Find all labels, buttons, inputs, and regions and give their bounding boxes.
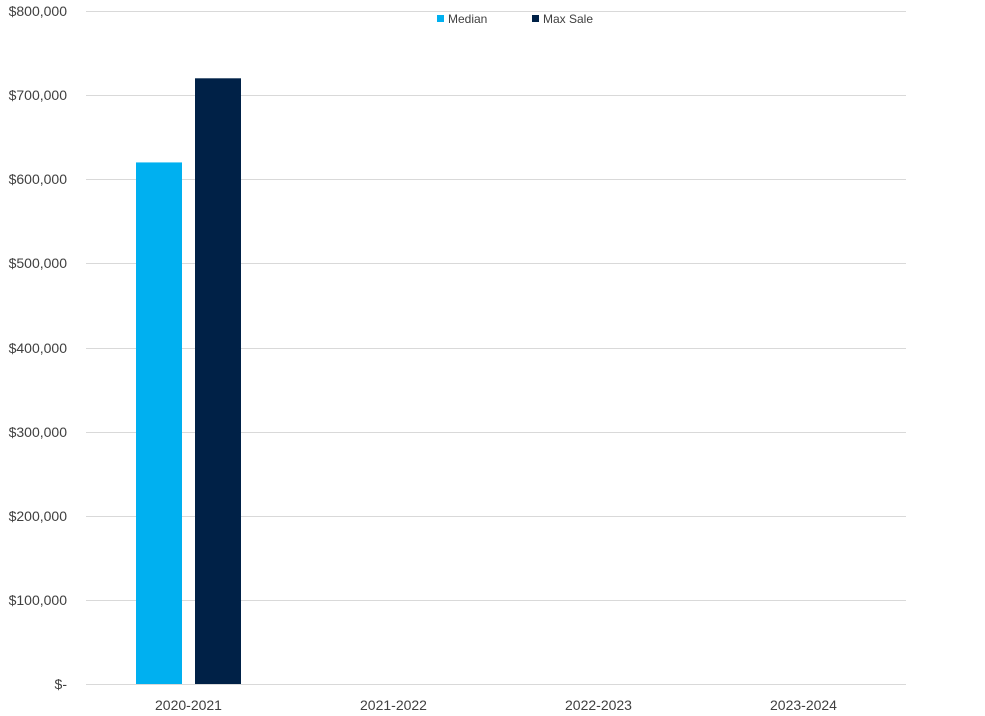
x-tick-label: 2023-2024 bbox=[770, 697, 837, 713]
x-tick-label: 2022-2023 bbox=[565, 697, 632, 713]
x-tick-label: 2021-2022 bbox=[360, 697, 427, 713]
legend-label: Median bbox=[448, 12, 487, 26]
y-tick-label: $700,000 bbox=[9, 87, 68, 103]
legend: Median Max Sale bbox=[437, 12, 593, 26]
y-tick-label: $100,000 bbox=[9, 592, 68, 608]
legend-swatch bbox=[532, 15, 539, 22]
y-axis-tick-labels: $- $100,000 $200,000 $300,000 $400,000 $500,0… bbox=[9, 3, 68, 692]
y-tick-label: $400,000 bbox=[9, 340, 68, 356]
x-tick-label: 2020-2021 bbox=[155, 697, 222, 713]
bar-max-sale-2020-2021 bbox=[195, 78, 241, 685]
legend-swatch bbox=[437, 15, 444, 22]
bar-median-2020-2021 bbox=[136, 162, 182, 685]
y-tick-label: $200,000 bbox=[9, 508, 68, 524]
y-tick-label: $300,000 bbox=[9, 424, 68, 440]
y-tick-label: $600,000 bbox=[9, 171, 68, 187]
x-axis-tick-labels: 2020-2021 2021-2022 2022-2023 2023-2024 bbox=[155, 697, 837, 713]
y-tick-label: $- bbox=[55, 676, 68, 692]
y-tick-label: $500,000 bbox=[9, 255, 68, 271]
y-tick-label: $800,000 bbox=[9, 3, 68, 19]
bars bbox=[136, 78, 241, 685]
legend-label: Max Sale bbox=[543, 12, 593, 26]
